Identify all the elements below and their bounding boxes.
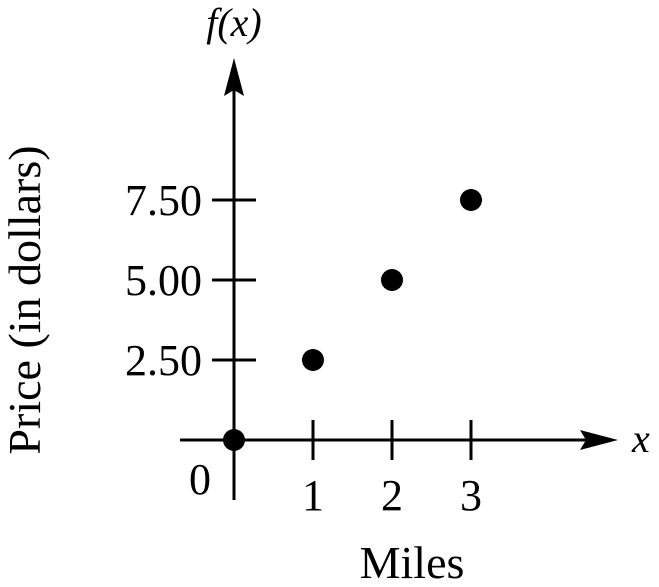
- data-point-2: [381, 269, 403, 291]
- data-points: [223, 189, 482, 451]
- x-axis-arrowhead: [580, 430, 618, 450]
- y-tick-label-7.50: 7.50: [125, 176, 202, 225]
- y-axis-ticks: 2.50 5.00 7.50: [125, 176, 256, 385]
- y-tick-label-5.00: 5.00: [125, 256, 202, 305]
- y-tick-label-2.50: 2.50: [125, 336, 202, 385]
- data-point-0: [223, 429, 245, 451]
- x-tick-label-2: 2: [381, 471, 403, 520]
- data-point-3: [460, 189, 482, 211]
- x-axis-title: Miles: [360, 537, 465, 587]
- y-axis-arrowhead: [224, 58, 244, 96]
- x-axis-name: x: [631, 416, 650, 461]
- y-axis-title: Price (in dollars): [0, 145, 50, 454]
- y-axis-name: f(x): [206, 0, 262, 45]
- x-tick-label-1: 1: [302, 471, 324, 520]
- origin-label: 0: [189, 455, 211, 504]
- x-axis-ticks: 1 2 3: [302, 420, 482, 520]
- data-point-1: [302, 349, 324, 371]
- x-tick-label-3: 3: [460, 471, 482, 520]
